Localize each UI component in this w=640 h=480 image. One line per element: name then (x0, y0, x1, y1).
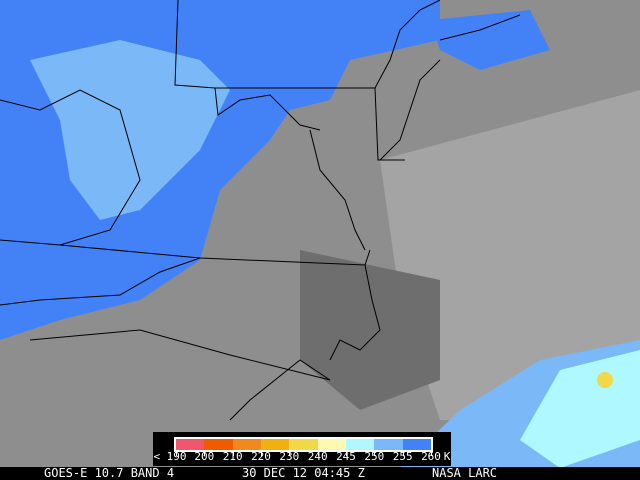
satellite-map (0, 0, 640, 468)
legend-swatch (260, 439, 290, 450)
legend-swatch (289, 439, 318, 450)
legend-swatch (232, 439, 261, 450)
legend-tick-label: 240 (307, 450, 328, 463)
legend-tick (346, 451, 347, 456)
legend-tick (289, 451, 291, 456)
cold-cloud-ne (430, 10, 550, 70)
legend-unit: K (443, 450, 451, 463)
light-cloud-area (380, 90, 640, 420)
legend-tick-label: 200 (194, 450, 215, 463)
legend-tick-label: 230 (279, 450, 300, 463)
legend-tick-label: 260 (421, 450, 441, 463)
legend-swatch (402, 439, 431, 450)
legend-tick (176, 451, 177, 456)
legend-tick (374, 451, 376, 456)
legend-tick-label: < 190 (153, 450, 187, 463)
legend-tick (431, 451, 432, 456)
credit-label: NASA LARC (432, 466, 498, 480)
legend-swatch (204, 439, 233, 450)
legend-swatch (317, 439, 346, 450)
legend-swatch (345, 439, 375, 450)
legend-tick-label: 250 (364, 450, 385, 463)
temperature-legend: < 190 200 210 220 230 240 245 250 255 260 K (153, 432, 451, 466)
legend-swatch (176, 439, 205, 450)
satellite-band-label: GOES-E 10.7 BAND 4 (44, 466, 175, 480)
legend-tick-label: 255 (392, 450, 413, 463)
very-cold-spot (597, 372, 613, 388)
legend-tick (232, 451, 234, 456)
legend-tick-label: 220 (251, 450, 271, 463)
dark-cloud-area (300, 250, 440, 410)
color-scale-bar (174, 437, 433, 452)
legend-tick (402, 451, 404, 456)
legend-tick-label: 245 (336, 450, 356, 463)
legend-tick (204, 451, 206, 456)
legend-tick-label: 210 (222, 450, 243, 463)
legend-tick (261, 451, 262, 456)
datetime-label: 30 DEC 12 04:45 Z (242, 466, 365, 480)
legend-swatch (374, 439, 403, 450)
state-borders (0, 0, 521, 421)
legend-tick (317, 451, 319, 456)
footer-bar: GOES-E 10.7 BAND 4 30 DEC 12 04:45 Z NAS… (0, 467, 640, 480)
